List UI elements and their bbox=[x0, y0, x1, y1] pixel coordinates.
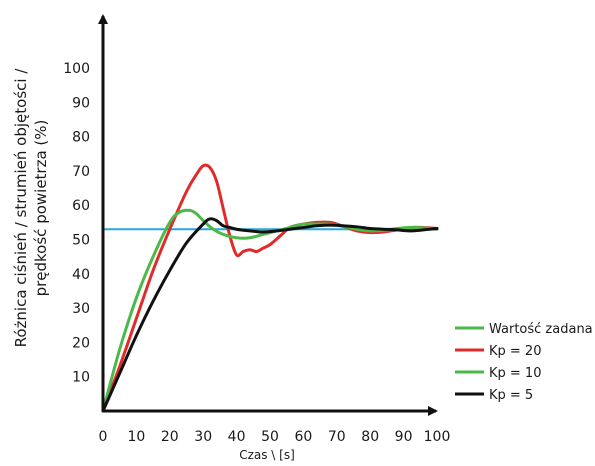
y-tick-label: 70 bbox=[72, 164, 90, 180]
series-line-kp-10 bbox=[101, 208, 439, 413]
legend-label: Kp = 5 bbox=[489, 388, 533, 403]
x-axis-ticks: 0 10 20 30 40 50 60 70 80 90 100 bbox=[99, 429, 451, 445]
x-tick-label: 10 bbox=[127, 429, 145, 445]
x-tick-label: 0 bbox=[99, 429, 108, 445]
y-axis-ticks: 10 20 30 40 50 60 70 80 90 100 bbox=[63, 61, 90, 386]
y-tick-label: 50 bbox=[72, 233, 90, 249]
x-tick-label: 60 bbox=[294, 429, 312, 445]
y-axis-title: Różnica ciśnień / strumień objętości / p… bbox=[12, 68, 50, 348]
y-axis-title-line-1: Różnica ciśnień / strumień objętości / bbox=[12, 68, 30, 348]
y-axis-title-line-2: prędkość powietrza (%) bbox=[32, 120, 50, 297]
x-tick-label: 100 bbox=[424, 429, 451, 445]
series-line-kp-20 bbox=[101, 163, 439, 413]
y-tick-label: 30 bbox=[72, 301, 90, 317]
legend: Wartość zadana Kp = 20 Kp = 10 Kp = 5 bbox=[455, 322, 593, 403]
y-tick-label: 10 bbox=[72, 370, 90, 386]
x-tick-label: 80 bbox=[361, 429, 379, 445]
y-tick-label: 20 bbox=[72, 335, 90, 351]
legend-label: Kp = 10 bbox=[489, 366, 541, 381]
legend-label: Wartość zadana bbox=[489, 322, 593, 337]
x-tick-label: 90 bbox=[395, 429, 413, 445]
x-tick-label: 40 bbox=[228, 429, 246, 445]
y-tick-label: 80 bbox=[72, 130, 90, 146]
y-tick-label: 40 bbox=[72, 267, 90, 283]
x-tick-label: 70 bbox=[328, 429, 346, 445]
y-tick-label: 60 bbox=[72, 198, 90, 214]
x-tick-label: 50 bbox=[261, 429, 279, 445]
y-tick-label: 90 bbox=[72, 95, 90, 111]
series-line-kp-5 bbox=[101, 217, 439, 413]
legend-label: Kp = 20 bbox=[489, 344, 541, 359]
series-layer bbox=[101, 163, 439, 413]
x-tick-label: 30 bbox=[194, 429, 212, 445]
y-tick-label: 100 bbox=[63, 61, 90, 77]
x-tick-label: 20 bbox=[161, 429, 179, 445]
x-axis-title: Czas \ [s] bbox=[239, 448, 295, 462]
